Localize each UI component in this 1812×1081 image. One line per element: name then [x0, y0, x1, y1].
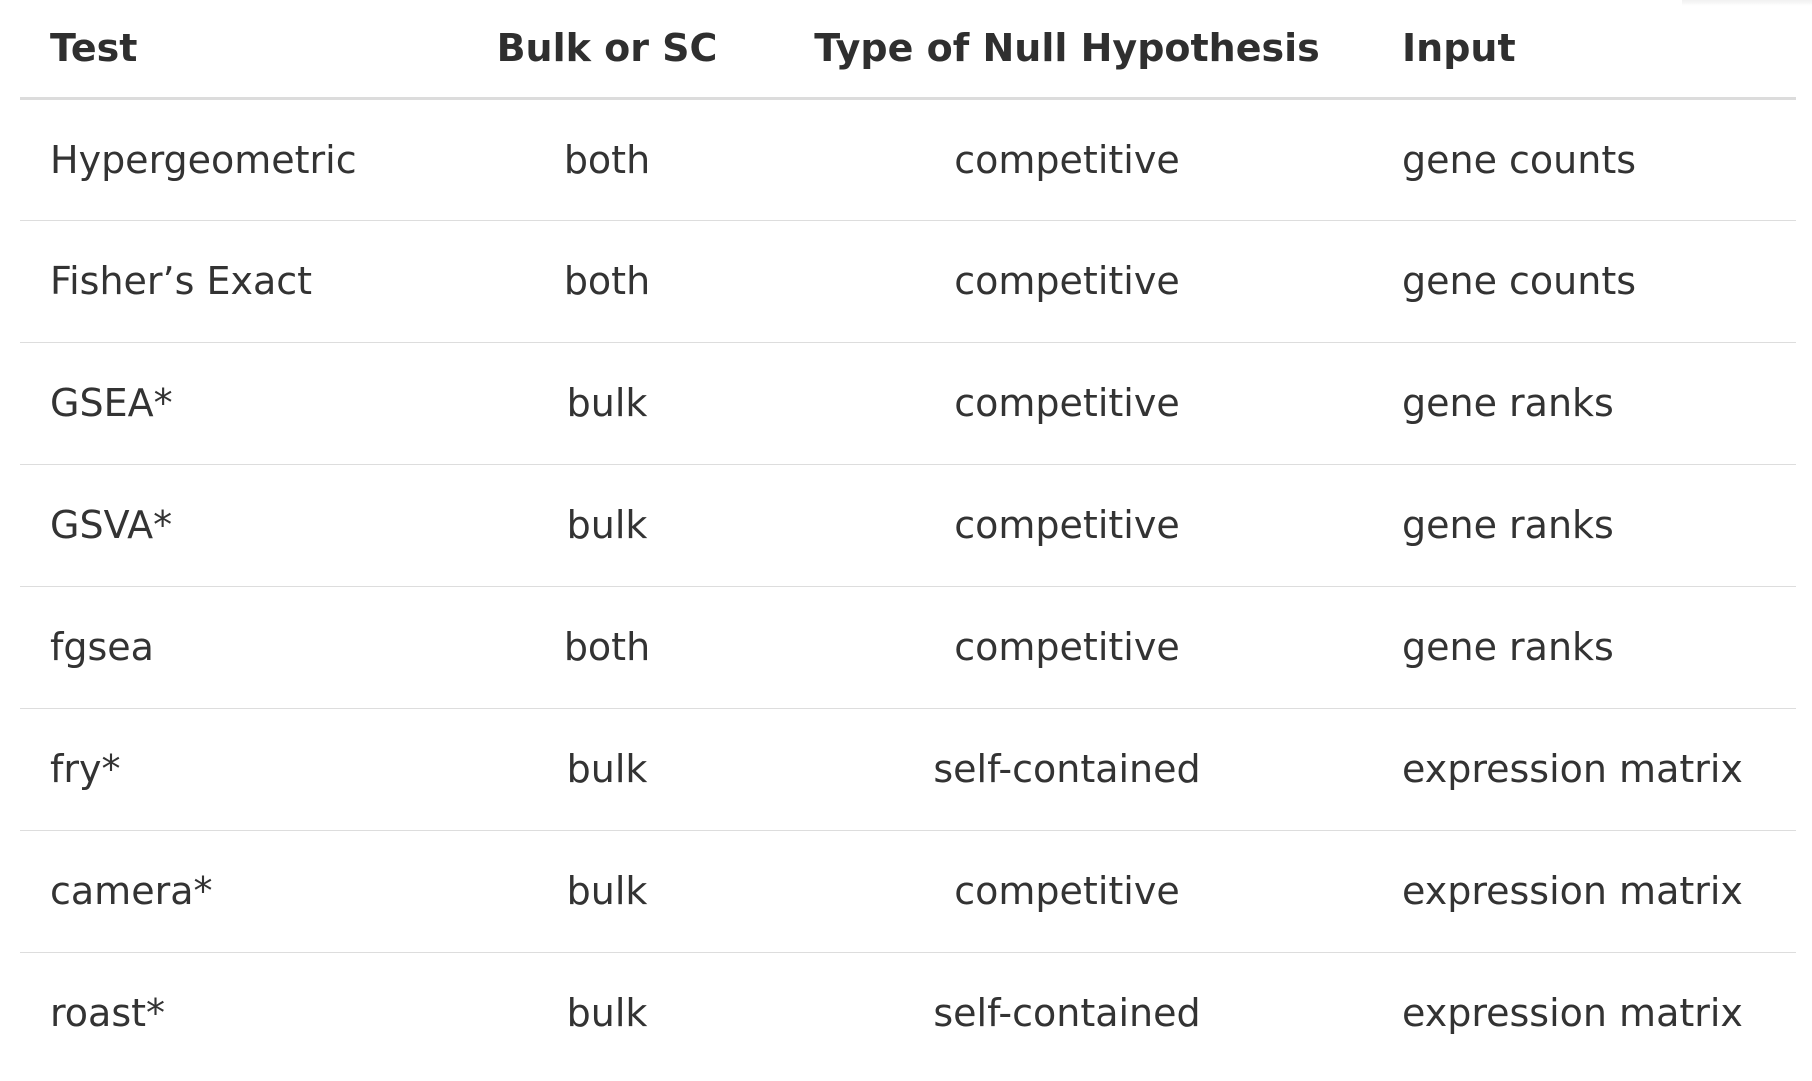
cell-bulk-or-sc: bulk — [452, 342, 762, 465]
cell-bulk-or-sc: bulk — [566, 991, 648, 1036]
cell-input: gene counts — [1372, 220, 1796, 343]
cell-bulk-or-sc: bulk — [452, 830, 762, 953]
cell-bulk-or-sc: both — [452, 586, 762, 709]
cell-bulk-or-sc: bulk — [452, 708, 762, 831]
cell-null-hypothesis: competitive — [762, 98, 1372, 221]
cell-input: expression matrix — [1372, 830, 1796, 953]
table-row: fry* bulk self-contained expression matr… — [20, 708, 1796, 831]
cell-null-hypothesis: competitive — [762, 220, 1372, 343]
cell-test: fry* — [20, 708, 452, 831]
table-row: GSEA* bulk competitive gene ranks — [20, 342, 1796, 465]
header-bulk-or-sc: Bulk or SC — [452, 0, 762, 100]
table-row: Fisher’s Exact both competitive gene cou… — [20, 220, 1796, 343]
table-header: Test Bulk or SC Type of Null Hypothesis … — [20, 0, 1796, 100]
cell-test: Fisher’s Exact — [20, 220, 452, 343]
cell-test: fgsea — [20, 586, 452, 709]
table-body: Hypergeometric both competitive gene cou… — [20, 98, 1796, 1074]
cell-input: gene counts — [1372, 98, 1796, 221]
table-row: GSVA* bulk competitive gene ranks — [20, 464, 1796, 587]
cell-null-hypothesis: competitive — [762, 464, 1372, 587]
table-row: roast* bulk self-contained expression ma… — [20, 952, 1796, 1074]
cell-null-hypothesis: self-contained — [762, 708, 1372, 831]
cell-input: gene ranks — [1372, 342, 1796, 465]
cell-input: expression matrix — [1372, 708, 1796, 831]
cell-input: gene ranks — [1372, 586, 1796, 709]
cell-input: expression matrix — [1402, 991, 1743, 1036]
cell-test: roast* — [50, 991, 166, 1036]
cell-null-hypothesis: competitive — [762, 342, 1372, 465]
cell-bulk-or-sc: both — [452, 220, 762, 343]
table-row: camera* bulk competitive expression matr… — [20, 830, 1796, 953]
cell-null-hypothesis: self-contained — [933, 991, 1201, 1036]
header-input: Input — [1372, 0, 1796, 100]
header-test: Test — [20, 0, 452, 100]
cell-test: GSEA* — [20, 342, 452, 465]
cell-test: GSVA* — [20, 464, 452, 587]
cell-bulk-or-sc: both — [452, 98, 762, 221]
cell-null-hypothesis: competitive — [762, 830, 1372, 953]
table-row: Hypergeometric both competitive gene cou… — [20, 98, 1796, 221]
methods-table-container: Test Bulk or SC Type of Null Hypothesis … — [20, 0, 1796, 1074]
cell-bulk-or-sc: bulk — [452, 464, 762, 587]
cell-test: Hypergeometric — [20, 98, 452, 221]
header-null-hypothesis: Type of Null Hypothesis — [762, 0, 1372, 100]
cell-input: gene ranks — [1372, 464, 1796, 587]
methods-table: Test Bulk or SC Type of Null Hypothesis … — [20, 0, 1796, 1074]
table-row: fgsea both competitive gene ranks — [20, 586, 1796, 709]
cell-null-hypothesis: competitive — [762, 586, 1372, 709]
header-row: Test Bulk or SC Type of Null Hypothesis … — [20, 0, 1796, 100]
cell-test: camera* — [20, 830, 452, 953]
